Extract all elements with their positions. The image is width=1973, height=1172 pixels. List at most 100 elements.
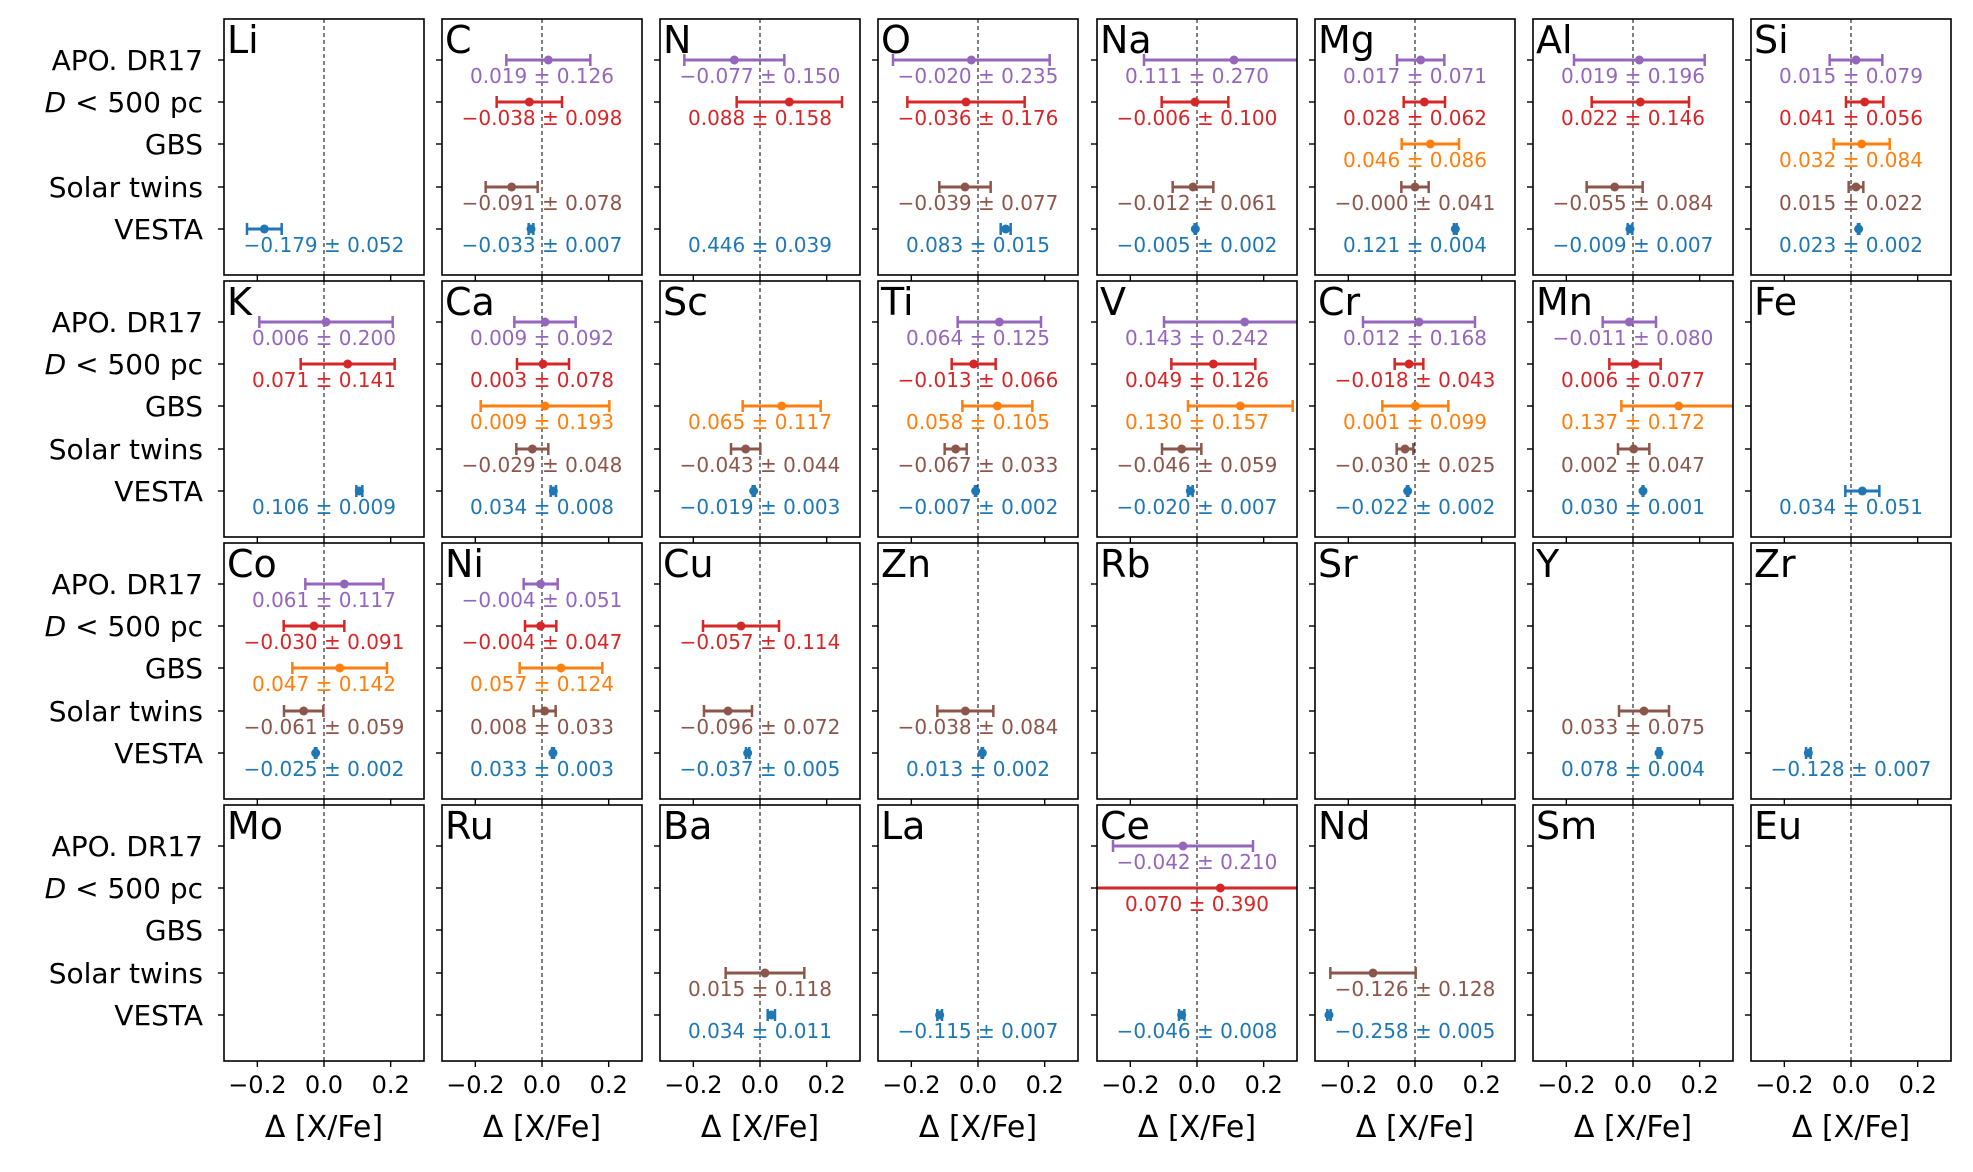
panel-data-Sc	[729, 400, 822, 497]
value-label-twins: −0.043 ± 0.044	[680, 453, 841, 477]
value-label-apo: 0.006 ± 0.200	[252, 326, 396, 350]
value-label-gbs: 0.001 ± 0.099	[1343, 410, 1487, 434]
data-point-vesta	[1803, 748, 1813, 758]
x-tick-label: 0.2	[372, 1071, 410, 1099]
data-point-d500	[536, 621, 546, 631]
data-point-apo	[321, 317, 331, 327]
panel-La: −0.115 ± 0.007 La −0.2 0.0 0.2 Δ [X/Fe]	[872, 804, 1079, 1145]
row-label-d500: D < 500 pc	[45, 348, 203, 381]
data-point-vesta	[1654, 748, 1664, 758]
data-point-vesta	[749, 486, 759, 496]
data-point-gbs	[335, 663, 345, 673]
data-point-d500	[1404, 359, 1414, 369]
panel-C: 0.019 ± 0.126 −0.038 ± 0.098 −0.091 ± 0.07…	[436, 18, 643, 281]
data-point-vesta	[311, 748, 321, 758]
panel-Mg: 0.017 ± 0.071 0.028 ± 0.062 0.046 ± 0.086 −…	[1309, 18, 1516, 281]
panel-data-O	[891, 54, 1051, 235]
element-label: Sm	[1536, 804, 1597, 848]
value-label-twins: −0.038 ± 0.084	[898, 715, 1059, 739]
data-point-vesta	[743, 748, 753, 758]
data-point-twins	[1188, 182, 1198, 192]
value-label-gbs: 0.046 ± 0.086	[1343, 148, 1487, 172]
panel-Co: 0.061 ± 0.117 −0.030 ± 0.091 0.047 ± 0.142…	[218, 542, 425, 805]
panel-N: −0.077 ± 0.150 0.088 ± 0.158 0.446 ± 0.039…	[654, 18, 861, 281]
data-point-twins	[507, 182, 517, 192]
x-tick-label: −0.2	[1319, 1071, 1377, 1099]
value-label-twins: 0.002 ± 0.047	[1561, 453, 1705, 477]
data-point-twins	[540, 706, 550, 716]
x-axis-label: Δ [X/Fe]	[701, 1110, 819, 1145]
value-label-gbs: 0.047 ± 0.142	[252, 672, 396, 696]
x-tick-label: −0.2	[1537, 1071, 1595, 1099]
row-label-gbs: GBS	[145, 652, 203, 685]
row-label-vesta: VESTA	[114, 475, 203, 508]
value-label-vesta: −0.020 ± 0.007	[1117, 495, 1278, 519]
x-axis-label: Δ [X/Fe]	[265, 1110, 383, 1145]
x-axis-label: Δ [X/Fe]	[919, 1110, 1037, 1145]
row-label-twins: Solar twins	[49, 171, 203, 204]
value-label-apo: 0.019 ± 0.126	[470, 64, 614, 88]
value-label-gbs: 0.137 ± 0.172	[1561, 410, 1705, 434]
value-label-vesta: 0.034 ± 0.011	[688, 1019, 832, 1043]
panel-Cr: 0.012 ± 0.168 −0.018 ± 0.043 0.001 ± 0.099…	[1309, 280, 1516, 543]
value-label-vesta: −0.022 ± 0.002	[1335, 495, 1496, 519]
x-tick-label: 0.2	[1245, 1071, 1283, 1099]
x-tick-label: 0.0	[1396, 1071, 1434, 1099]
element-label: Mn	[1536, 280, 1593, 324]
element-label: Cr	[1318, 280, 1361, 324]
panel-data-K	[258, 316, 396, 497]
value-label-vesta: −0.005 ± 0.002	[1117, 233, 1278, 257]
panel-Sr: Sr	[1309, 542, 1516, 805]
data-point-d500	[736, 621, 746, 631]
value-label-d500: −0.030 ± 0.091	[244, 630, 405, 654]
row-label-vesta: VESTA	[114, 999, 203, 1032]
data-point-vesta	[526, 224, 536, 234]
panel-data-Al	[1572, 54, 1706, 235]
data-point-d500	[1635, 97, 1645, 107]
x-tick-label: 0.2	[1681, 1071, 1719, 1099]
panel-Na: 0.111 ± 0.270 −0.006 ± 0.100 −0.012 ± 0.06…	[1091, 18, 1298, 281]
row-label-apo: APO. DR17	[52, 44, 203, 77]
element-label: Ni	[445, 542, 484, 586]
value-label-twins: −0.046 ± 0.059	[1117, 453, 1278, 477]
x-tick-label: 0.0	[1178, 1071, 1216, 1099]
data-point-vesta	[1638, 486, 1648, 496]
data-point-vesta	[548, 486, 558, 496]
data-point-apo	[966, 55, 976, 65]
data-point-gbs	[992, 401, 1002, 411]
panel-Ba: 0.015 ± 0.118 0.034 ± 0.011 Ba −0.2 0.0 0.2 Δ …	[654, 804, 861, 1145]
panel-Ru: Ru −0.2 0.0 0.2 Δ [X/Fe]	[436, 804, 643, 1145]
element-label: Eu	[1754, 804, 1802, 848]
element-label: O	[881, 18, 911, 62]
value-label-vesta: 0.023 ± 0.002	[1779, 233, 1923, 257]
element-label: Rb	[1100, 542, 1151, 586]
data-point-twins	[1177, 444, 1187, 454]
panel-Zr: −0.128 ± 0.007 Zr	[1745, 542, 1952, 805]
x-axis-label: Δ [X/Fe]	[1356, 1110, 1474, 1145]
x-tick-label: 0.0	[523, 1071, 561, 1099]
value-label-vesta: −0.037 ± 0.005	[680, 757, 841, 781]
element-label: Sr	[1318, 542, 1358, 586]
value-label-vesta: 0.078 ± 0.004	[1561, 757, 1705, 781]
value-label-d500: −0.038 ± 0.098	[462, 106, 623, 130]
data-point-apo	[540, 317, 550, 327]
panel-Mo: Mo −0.2 0.0 0.2 Δ [X/Fe]	[218, 804, 425, 1145]
panel-Ti: 0.064 ± 0.125 −0.013 ± 0.066 0.058 ± 0.105…	[872, 280, 1079, 543]
data-point-apo	[994, 317, 1004, 327]
value-label-gbs: 0.130 ± 0.157	[1125, 410, 1269, 434]
value-label-twins: 0.015 ± 0.022	[1779, 191, 1923, 215]
data-point-d500	[969, 359, 979, 369]
value-label-apo: 0.111 ± 0.270	[1125, 64, 1269, 88]
value-label-d500: 0.049 ± 0.126	[1125, 368, 1269, 392]
x-tick-label: 0.0	[305, 1071, 343, 1099]
row-label-gbs: GBS	[145, 914, 203, 947]
data-point-d500	[1630, 359, 1640, 369]
data-point-d500	[538, 359, 548, 369]
x-axis-label: Δ [X/Fe]	[1792, 1110, 1910, 1145]
panel-Li: −0.179 ± 0.052 Li	[218, 18, 425, 281]
panel-Sm: Sm −0.2 0.0 0.2 Δ [X/Fe]	[1527, 804, 1734, 1145]
element-label: Ba	[663, 804, 712, 848]
x-tick-label: 0.0	[741, 1071, 779, 1099]
data-point-apo	[1414, 317, 1424, 327]
